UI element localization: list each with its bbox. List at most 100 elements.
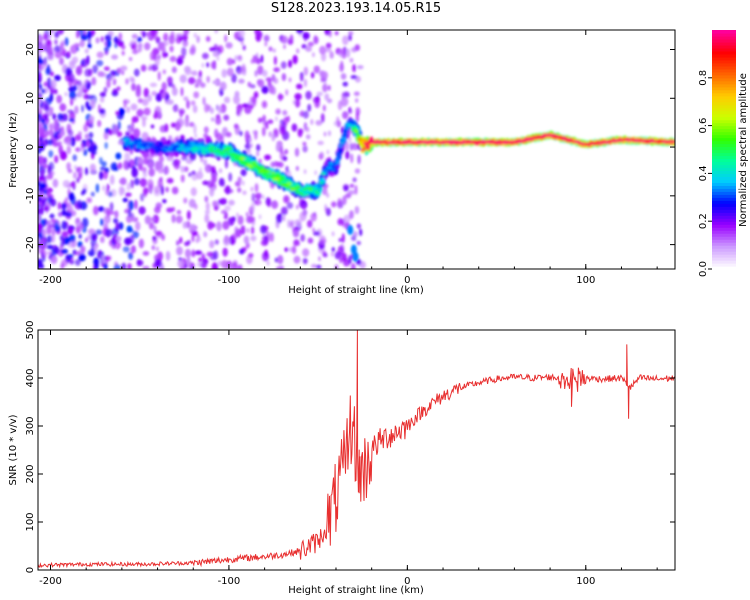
noise-blob [80,245,86,253]
noise-blob [141,98,149,106]
noise-blob [240,40,244,46]
noise-blob [265,196,271,206]
noise-blob [271,86,277,95]
colorbar-step [712,248,736,252]
noise-blob [46,235,53,244]
noise-blob [340,73,347,80]
noise-blob [160,185,164,196]
noise-blob [206,251,214,257]
noise-blob [90,191,95,197]
noise-blob [176,57,184,66]
noise-blob [184,65,191,73]
noise-blob [120,177,127,186]
echo-blob [350,244,357,255]
noise-blob [142,251,150,256]
noise-blob [53,118,59,125]
noise-blob [128,252,134,260]
noise-blob [250,226,255,235]
noise-blob [323,131,327,137]
noise-blob [95,37,100,44]
noise-blob [254,192,263,200]
noise-blob [126,225,133,233]
colorbar-step [712,122,736,127]
noise-blob [172,104,179,113]
noise-blob [187,76,196,85]
ridge-segment [338,148,344,154]
noise-blob [331,231,335,237]
noise-blob [315,264,322,269]
noise-blob [241,180,245,186]
noise-blob [38,127,45,137]
ridge-segment [329,168,336,172]
noise-blob [45,117,50,125]
snr-y-label: SNR (10 * v/v) [8,414,19,485]
noise-blob [350,74,358,80]
noise-blob [231,216,236,222]
noise-blob [60,202,67,210]
noise-blob [273,56,277,66]
noise-blob [276,266,280,269]
noise-blob [272,161,280,167]
x-tick-label: -100 [218,576,241,587]
noise-blob [349,57,354,63]
colorbar-step [712,107,736,112]
noise-blob [354,44,361,52]
noise-blob [101,254,105,264]
noise-blob [339,48,346,56]
noise-blob [249,143,253,149]
noise-blob [139,46,143,52]
noise-blob [45,67,51,76]
ridge-segment [166,148,172,152]
noise-blob [43,33,48,41]
noise-blob [252,216,256,222]
noise-blob [89,163,96,172]
noise-blob [65,196,69,202]
noise-blob [154,160,160,171]
noise-blob [142,166,147,174]
noise-blob [135,87,142,98]
colorbar-step [712,176,736,180]
noise-blob [256,150,260,157]
noise-blob [201,52,209,60]
ridge-segment [190,141,196,148]
noise-blob [258,214,262,220]
noise-blob [320,77,324,83]
noise-blob [212,51,220,57]
noise-blob [341,111,349,120]
noise-blob [297,128,303,138]
x-tick-label: -200 [39,275,62,286]
noise-blob [223,235,230,244]
noise-blob [342,35,349,46]
colorbar-step [712,38,736,43]
noise-blob [217,105,223,115]
noise-blob [103,263,108,269]
noise-blob [249,96,257,104]
noise-blob [121,262,127,269]
noise-blob [307,41,314,47]
colorbar-step [712,164,736,169]
noise-blob [66,51,71,58]
noise-blob [312,227,316,233]
noise-blob [285,165,289,173]
noise-blob [157,71,161,81]
noise-blob [115,152,122,160]
noise-blob [348,30,354,36]
noise-blob [307,103,312,112]
noise-blob [177,259,185,268]
noise-blob [154,258,162,268]
noise-blob [138,238,145,249]
colorbar-step [712,200,736,204]
noise-blob [183,96,189,102]
noise-blob [321,71,329,79]
noise-blob [76,80,82,86]
noise-blob [217,45,224,54]
colorbar-step [712,167,736,172]
colorbar-step [712,173,736,177]
noise-blob [185,159,193,164]
noise-blob [144,42,151,51]
noise-blob [153,34,158,41]
ridge-segment [215,147,222,151]
noise-blob [283,195,290,204]
noise-blob [303,169,307,175]
